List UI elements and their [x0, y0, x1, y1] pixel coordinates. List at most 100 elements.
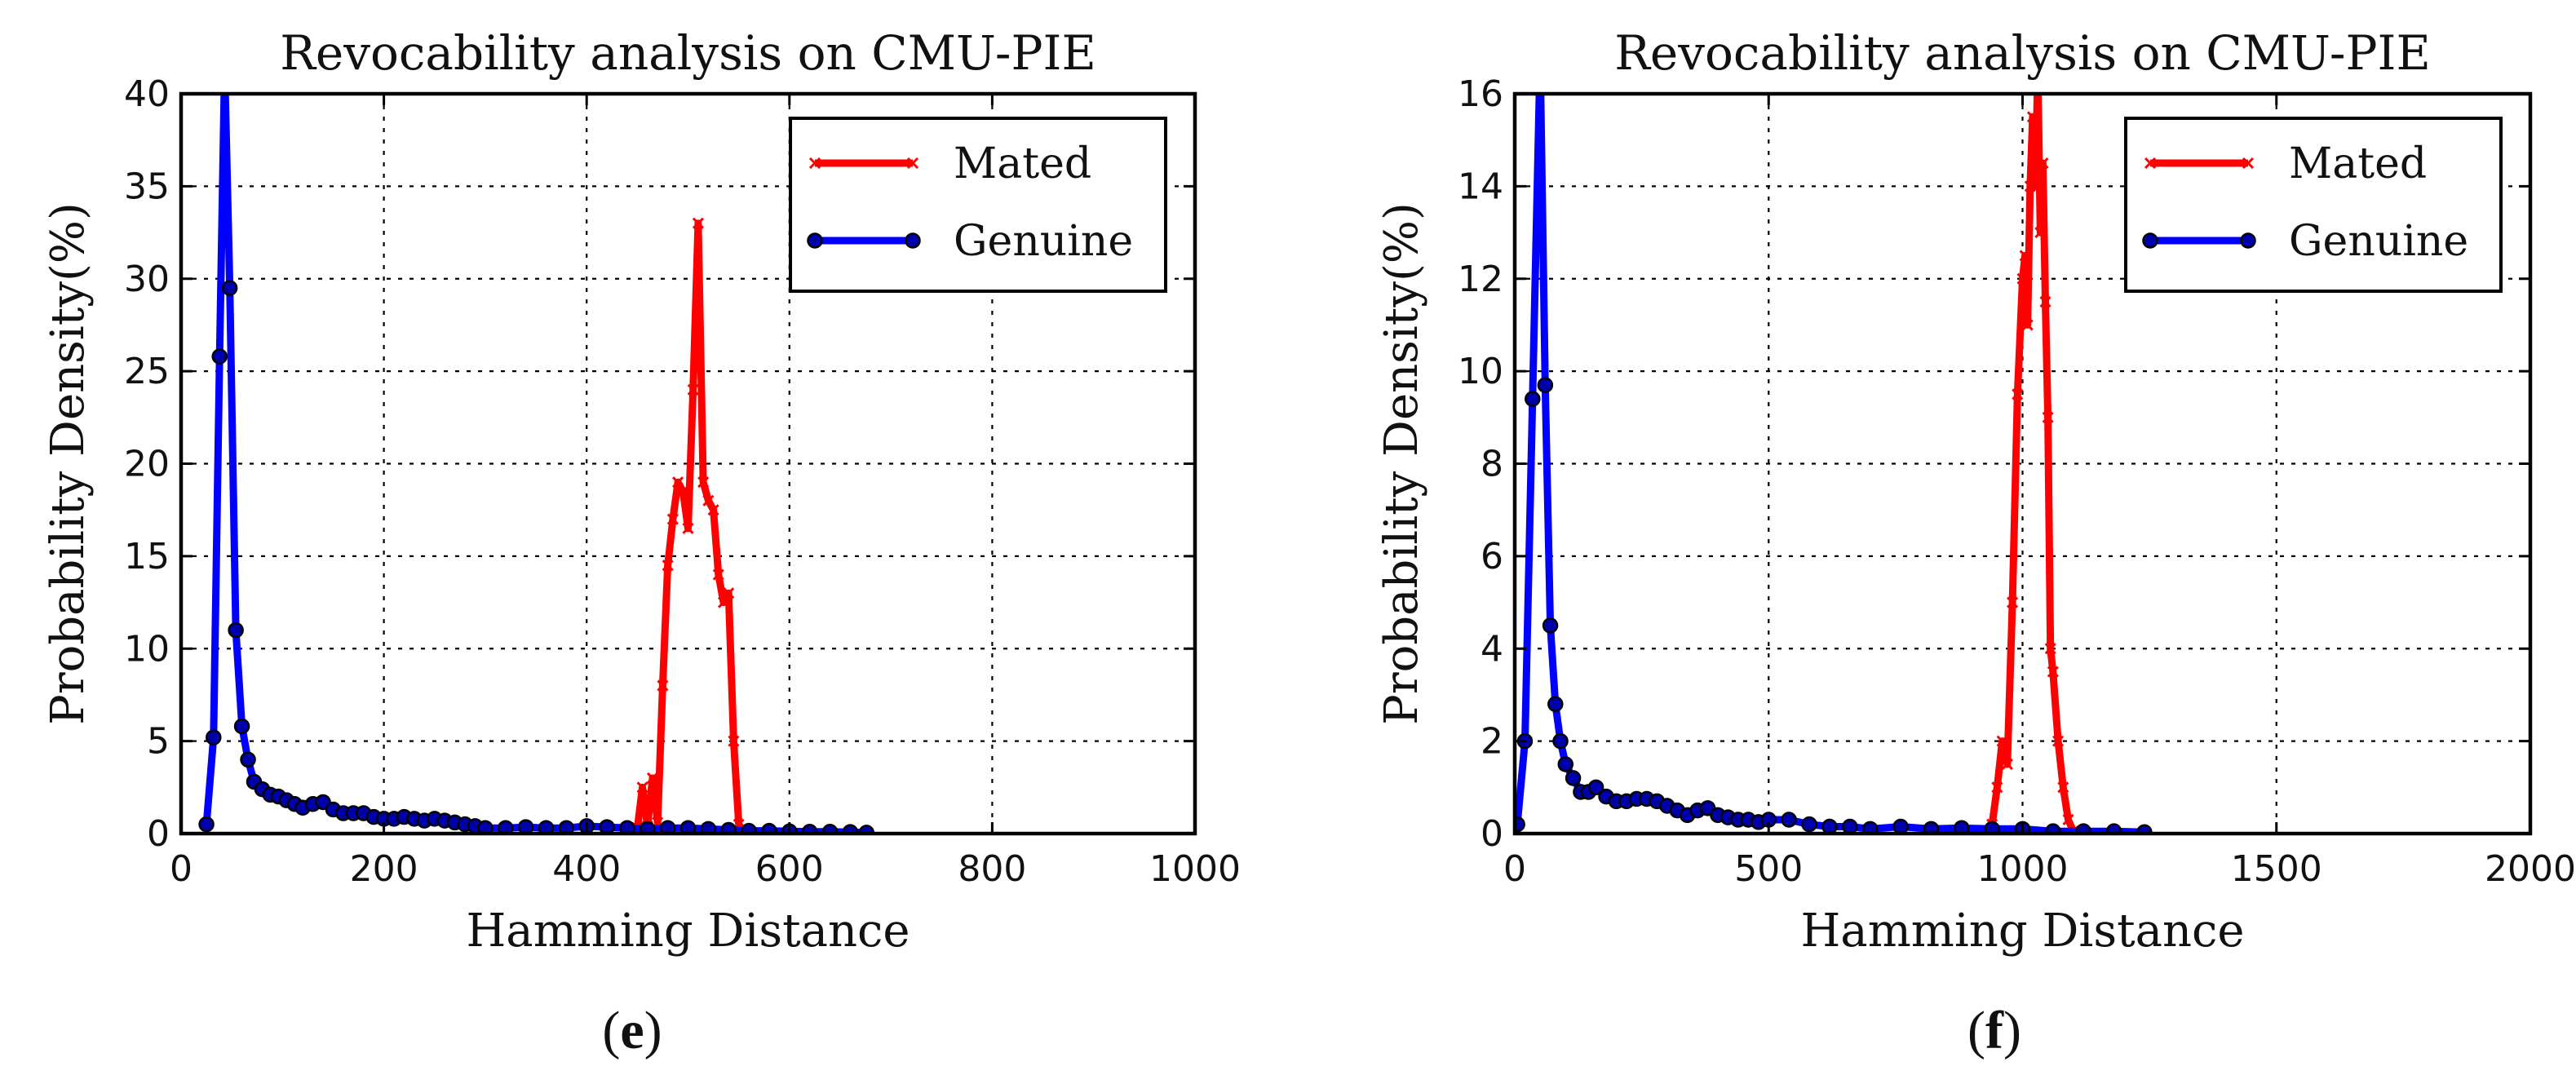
chart-e-ticks: 0 200 400 600 800 1000 0 5 10 15 20 25 30 35 40 [124, 73, 1241, 890]
chart-f-series-genuine-point-7 [1552, 732, 1569, 750]
chart-f-series-mated-point-16-stroke-b [2042, 411, 2054, 423]
chart-e-series-mated-point-7-stroke-b [666, 513, 679, 525]
chart-f-y-tick-label-8: 16 [1458, 73, 1503, 115]
chart-e-series-genuine-point-38 [599, 819, 615, 834]
chart-e-series-genuine-point-48 [801, 823, 818, 834]
chart-f-series-mated-point-17-stroke-b [2044, 643, 2056, 655]
chart-f-series-mated-point-5 [2012, 388, 2024, 400]
chart-e-x-tick-label-3: 600 [755, 848, 824, 890]
chart-e-series-mated-point-6 [662, 560, 674, 572]
chart-f-y-tick-label-3: 6 [1481, 536, 1503, 577]
chart-f-legend-marker-a-0 [2144, 157, 2157, 170]
chart-e-legend-label-mated: Mated [954, 139, 1091, 188]
chart-e-series-mated-point-3 [646, 772, 659, 785]
chart-f-series-genuine-point-37 [1954, 820, 1970, 834]
chart-e-series-genuine-point-42 [679, 820, 697, 834]
chart-e-y-tick-label-5: 25 [124, 351, 170, 392]
chart-e-legend: Mated Genuine [789, 117, 1167, 293]
chart-e-title: Revocability analysis on CMU-PIE [280, 25, 1096, 81]
chart-f-y-tick-label-7: 14 [1458, 166, 1503, 207]
chart-e-x-tick-label-1: 200 [350, 848, 418, 890]
chart-e-series-genuine-point-1 [206, 729, 222, 745]
chart-f-series-mated-point-17 [2044, 643, 2056, 655]
chart-f-series-mated-point-13-stroke-b [2034, 227, 2047, 239]
chart-e-series-mated-point-3-stroke-b [646, 772, 659, 785]
chart-f-series-mated-point-3-stroke-b [2001, 758, 2013, 771]
chart-f-series-mated-point-6 [2016, 272, 2029, 285]
chart-f-y-axis-label: Probability Density(%) [1375, 202, 1428, 725]
chart-f-title: Revocability analysis on CMU-PIE [1614, 25, 2431, 81]
chart-f-series-genuine-point-42 [2105, 823, 2122, 834]
chart-f-series-genuine-point-34 [1862, 821, 1879, 834]
chart-e-y-tick-label-0: 0 [147, 813, 170, 855]
chart-e-series-mated-point-10 [682, 522, 694, 534]
chart-f-series-mated-point-21 [2062, 813, 2074, 826]
chart-e-series-mated-point-7 [666, 513, 679, 525]
chart-e-series-genuine-point-4 [221, 280, 238, 296]
chart-e-series-genuine-point-6 [233, 718, 250, 735]
chart-f-x-tick-label-4: 2000 [2485, 848, 2576, 890]
chart-f-y-tick-label-4: 8 [1481, 444, 1503, 485]
chart-f-series-mated-point-8 [2021, 319, 2034, 331]
chart-f-x-tick-label-1: 500 [1734, 848, 1803, 890]
chart-e-series-mated-point-15-stroke-b [707, 504, 719, 516]
chart-f-series-genuine-point-12 [1587, 779, 1604, 796]
chart-f-y-tick-label-2: 4 [1481, 628, 1503, 670]
chart-f-series-genuine-point-2 [1525, 391, 1541, 407]
chart-f-series-mated-point-21-stroke-b [2062, 813, 2074, 826]
chart-f-series-genuine-point-33 [1842, 818, 1858, 834]
chart-e-series-genuine-point-46 [761, 822, 777, 834]
chart-e-y-tick-label-7: 35 [124, 166, 170, 207]
chart-e-series-genuine-point-34 [517, 819, 534, 834]
chart-f-x-tick-label-0: 0 [1503, 848, 1526, 890]
chart-f-series-mated-point-15 [2039, 296, 2052, 308]
chart-e-series-mated-point-13-stroke-b [697, 476, 710, 489]
chart-f-series-mated-point-7 [2019, 250, 2031, 262]
chart-e-series-mated-point-18 [723, 587, 735, 599]
chart-e-series-genuine-point-32 [477, 820, 494, 834]
chart-f-series-mated-point-19-stroke-b [2052, 735, 2065, 747]
chart-e-y-tick-label-4: 20 [124, 444, 170, 485]
chart-f-series-mated-point-2-stroke-b [1996, 735, 2008, 747]
chart-f-legend-swatch-mated [2144, 157, 2255, 170]
chart-e-series-mated-point-16 [712, 568, 724, 581]
chart-e-series-genuine-point-36 [558, 820, 575, 834]
chart-e-series-mated-point-16-stroke-b [712, 568, 724, 581]
chart-e-series-mated-point-8 [672, 476, 684, 489]
chart-e-x-tick-label-4: 800 [958, 848, 1026, 890]
chart-e-series-mated-point-17-stroke-b [717, 596, 730, 608]
chart-f-series-mated-point-7-stroke-b [2019, 250, 2031, 262]
chart-e-y-tick-label-8: 40 [124, 73, 170, 115]
chart-e-series-mated-point-5-stroke-b [657, 679, 669, 692]
chart-f-series-mated-point-19 [2052, 735, 2065, 747]
chart-f-ticks: 0 500 1000 1500 2000 0 2 4 6 8 10 12 14 16 [1458, 73, 2576, 890]
chart-f-x-tick-label-3: 1500 [2231, 848, 2322, 890]
chart-e-series-genuine-point-40 [640, 821, 656, 834]
chart-e-caption-letter: e [620, 1001, 644, 1060]
chart-e-series-mated-point-17 [717, 596, 730, 608]
chart-f-caption: (f) [1967, 1001, 2021, 1060]
chart-e-series-layer [198, 94, 875, 834]
chart-e-legend-marker-a-0 [808, 157, 821, 170]
chart-e-series-mated-point-11 [687, 383, 699, 396]
chart-e-legend-marker-b-0 [906, 157, 919, 170]
chart-f-series-mated-point-11-stroke-b [2029, 180, 2042, 192]
chart-e-legend-marker-b-0-stroke-b [906, 157, 919, 170]
chart-f-series-genuine-point-8 [1557, 756, 1573, 772]
chart-e-series-genuine-point-45 [741, 822, 757, 834]
chart-f-series-mated-point-10 [2026, 111, 2039, 123]
chart-e-series-genuine-point-2 [211, 348, 228, 365]
chart-e-series-mated-point-19-stroke-b [728, 735, 740, 747]
chart-e-series-mated-point-11-stroke-b [687, 383, 699, 396]
chart-f-series-mated-point-8-stroke-b [2021, 319, 2034, 331]
chart-e-series-mated-point-18-stroke-b [723, 587, 735, 599]
chart-e-series-mated-point-6-stroke-b [662, 560, 674, 572]
chart-e-series-genuine-point-44 [720, 821, 737, 834]
chart-e-legend-marker-a-1 [807, 232, 823, 249]
chart-f-series-genuine-point-0 [1515, 816, 1525, 833]
chart-f-y-tick-label-1: 2 [1481, 721, 1503, 763]
chart-f-series-genuine-point-36 [1923, 821, 1940, 834]
chart-e-series-mated-point-13 [697, 476, 710, 489]
chart-f-y-tick-label-5: 10 [1458, 351, 1503, 392]
